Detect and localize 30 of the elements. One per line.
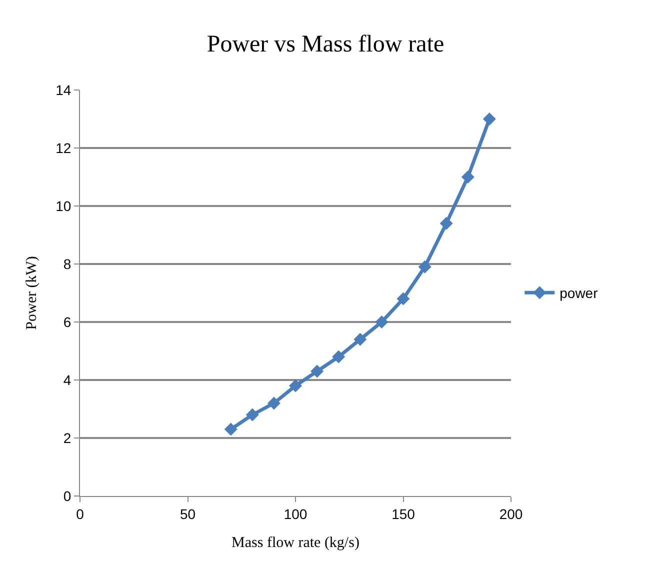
y-tick-label: 12 (56, 140, 72, 156)
y-tick-label: 4 (63, 372, 72, 388)
x-axis-title: Mass flow rate (kg/s) (232, 534, 360, 551)
point (224, 422, 238, 436)
point (310, 364, 324, 378)
point (354, 332, 367, 346)
point (289, 379, 302, 392)
x-tick-label: 100 (284, 506, 308, 522)
y-tick-label: 0 (63, 488, 72, 504)
y-tick-label: 6 (63, 314, 72, 330)
point (482, 112, 496, 126)
y-tick-label: 14 (56, 82, 72, 98)
point (246, 408, 259, 422)
x-tick-label: 0 (76, 506, 84, 522)
y-axis-title: Power (kW) (24, 256, 40, 330)
x-tick-label: 200 (499, 506, 523, 522)
point (375, 316, 388, 328)
point (461, 170, 474, 184)
x-tick-label: 50 (180, 506, 196, 522)
chart-title: Power vs Mass flow rate (206, 31, 444, 58)
y-tick-label: 8 (63, 256, 72, 272)
point (267, 396, 280, 410)
x-tick-label: 150 (392, 506, 416, 522)
y-tick-label: 2 (63, 430, 72, 446)
point (418, 260, 432, 274)
point (396, 292, 410, 306)
point (440, 216, 453, 230)
legend-label: power (560, 285, 598, 302)
y-tick-label: 10 (56, 198, 72, 214)
point (332, 350, 346, 364)
